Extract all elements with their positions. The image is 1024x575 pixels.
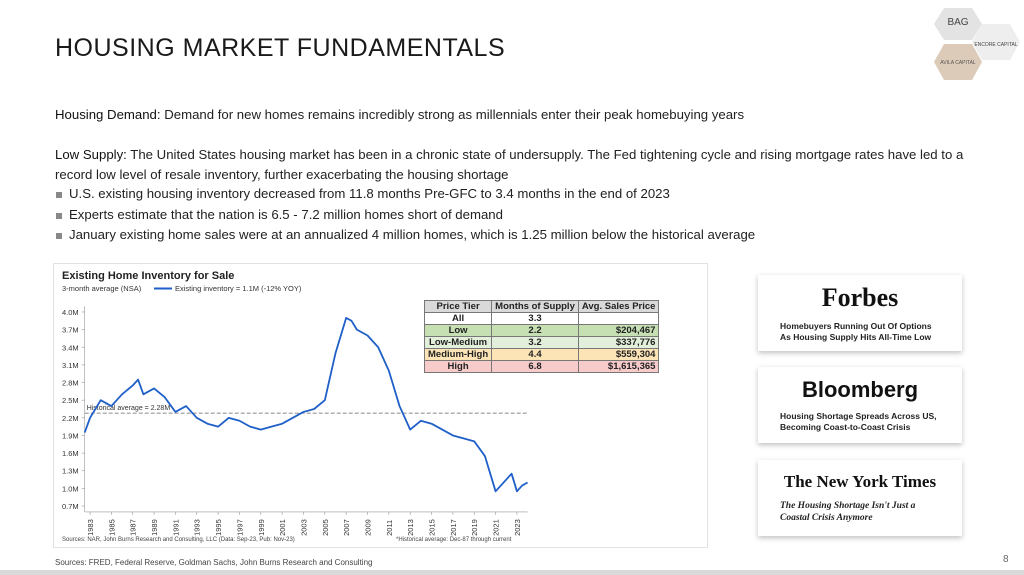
data-line <box>83 316 529 493</box>
x-tick-label: 1999 <box>257 519 266 536</box>
x-tick-label: 2017 <box>449 519 458 536</box>
chart-source: Sources: NAR, John Burns Research and Co… <box>62 537 295 543</box>
table-cell: Low-Medium <box>423 336 493 349</box>
x-tick-label: 2023 <box>513 519 522 536</box>
x-tick-label: 1991 <box>171 519 180 536</box>
table-cell: 2.2 <box>491 324 579 337</box>
bullet: Experts estimate that the nation is 6.5 … <box>55 205 1000 226</box>
y-tick-label: 2.8M <box>62 379 79 388</box>
y-tick-label: 3.1M <box>62 361 79 370</box>
bullet-list: U.S. existing housing inventory decrease… <box>55 184 1000 246</box>
news-card: Bloomberg Housing Shortage Spreads Acros… <box>758 367 962 443</box>
x-tick-label: 1997 <box>235 519 244 536</box>
x-tick-label: 2007 <box>342 519 351 536</box>
y-tick-label: 1.6M <box>62 449 79 458</box>
table-cell: $559,304 <box>577 348 660 361</box>
legend-label: Existing inventory = 1.1M (-12% YOY) <box>175 284 302 293</box>
footer-sources: Sources: FRED, Federal Reserve, Goldman … <box>55 558 373 567</box>
chart: Existing Home Inventory for Sale 3-month… <box>62 270 529 543</box>
table-cell <box>577 312 660 325</box>
news-outlet: The New York Times <box>783 472 937 491</box>
paragraph-text: The United States housing market has bee… <box>55 147 964 182</box>
news-card: The New York Times The Housing Shortage … <box>758 460 962 536</box>
table-header-cell: Months of Supply <box>491 300 579 313</box>
table-row: Low-Medium 3.2 $337,776 <box>423 336 660 349</box>
y-tick-label: 1.3M <box>62 467 79 476</box>
y-tick-label: 3.7M <box>62 326 79 335</box>
y-tick-label: 1.0M <box>62 484 79 493</box>
y-tick-label: 4.0M <box>62 308 79 317</box>
demand-paragraph: Housing Demand: Demand for new homes rem… <box>55 105 1000 125</box>
table-cell: 3.2 <box>491 336 579 349</box>
x-tick-label: 1995 <box>214 519 223 536</box>
y-tick-label: 3.4M <box>62 343 79 352</box>
x-tick-label: 2011 <box>385 520 394 536</box>
table-cell: $337,776 <box>577 336 660 349</box>
x-tick-label: 1985 <box>107 519 116 536</box>
news-outlet: Bloomberg <box>801 377 919 402</box>
chart-title: Existing Home Inventory for Sale <box>62 270 234 282</box>
logo-text: AVILA CAPITAL <box>940 60 976 66</box>
slide-title: HOUSING MARKET FUNDAMENTALS <box>55 34 506 62</box>
paragraph-text: Demand for new homes remains incredibly … <box>164 107 745 122</box>
page-number: 8 <box>1003 554 1009 565</box>
news-outlet: Forbes <box>821 283 899 312</box>
logo-hex <box>934 8 982 40</box>
logo-hex <box>972 24 1020 60</box>
x-tick-label: 2013 <box>406 519 415 536</box>
paragraph-label: Low Supply: <box>55 147 127 162</box>
table-cell: High <box>423 360 493 373</box>
table-row: Low 2.2 $204,467 <box>423 324 660 337</box>
logo-hex <box>934 44 982 80</box>
chart-footnote: *Historical average: Dec-87 through curr… <box>396 537 512 543</box>
x-tick-label: 2003 <box>299 519 308 536</box>
table-cell: 6.8 <box>491 360 579 373</box>
table-header-cell: Avg. Sales Price <box>577 300 660 313</box>
chart-subtitle: 3-month average (NSA) <box>62 284 142 293</box>
logo-text: ENCORE CAPITAL <box>974 42 1017 48</box>
y-tick-label: 2.2M <box>62 414 79 423</box>
y-tick-label: 0.7M <box>62 502 79 511</box>
paragraph-label: Housing Demand: <box>55 107 161 122</box>
reference-label: Historical average = 2.28M <box>87 405 171 412</box>
x-tick-label: 1987 <box>129 519 138 536</box>
table-row: Medium-High 4.4 $559,304 <box>423 348 660 361</box>
table-cell: $1,615,365 <box>577 360 660 373</box>
chart-panel: Existing Home Inventory for Sale 3-month… <box>53 263 708 548</box>
x-tick-label: 2001 <box>278 519 287 536</box>
bullet: January existing home sales were at an a… <box>55 225 1000 246</box>
x-tick-label: 2009 <box>364 519 373 536</box>
table-cell: All <box>423 312 493 325</box>
x-tick-label: 1993 <box>193 519 202 536</box>
x-tick-label: 2005 <box>321 519 330 536</box>
news-headline: The Housing Shortage Isn't Just a Coasta… <box>780 501 916 523</box>
table-row: All 3.3 <box>423 312 660 325</box>
table-cell: Low <box>423 324 493 337</box>
x-tick-label: 2015 <box>428 519 437 536</box>
logo-text: BAG <box>947 17 968 28</box>
y-tick-label: 2.5M <box>62 396 79 405</box>
news-headline: Housing Shortage Spreads Across US, Beco… <box>780 411 937 432</box>
table-cell: 4.4 <box>491 348 579 361</box>
news-card: Forbes Homebuyers Running Out Of Options… <box>758 275 962 351</box>
bullet: U.S. existing housing inventory decrease… <box>55 184 1000 205</box>
x-tick-label: 1983 <box>86 519 95 536</box>
supply-paragraph: Low Supply: The United States housing ma… <box>55 145 1000 185</box>
x-tick-label: 2021 <box>492 519 501 536</box>
table-header-cell: Price Tier <box>423 300 493 313</box>
table-row: High 6.8 $1,615,365 <box>423 360 660 373</box>
table-cell: Medium-High <box>423 348 493 361</box>
table-cell: $204,467 <box>577 324 660 337</box>
x-tick-label: 2019 <box>470 519 479 536</box>
bottom-bar <box>0 570 1024 575</box>
y-tick-label: 1.9M <box>62 431 79 440</box>
table-cell: 3.3 <box>491 312 579 325</box>
logos: BAG ENCORE CAPITAL AVILA CAPITAL <box>934 8 1020 80</box>
x-tick-label: 1989 <box>150 519 159 536</box>
price-tier-table: Price Tier Months of Supply Avg. Sales Pri… <box>423 300 660 373</box>
table-header-row: Price Tier Months of Supply Avg. Sales Pri… <box>423 300 660 313</box>
news-headline: Homebuyers Running Out Of Options As Hou… <box>780 321 932 342</box>
